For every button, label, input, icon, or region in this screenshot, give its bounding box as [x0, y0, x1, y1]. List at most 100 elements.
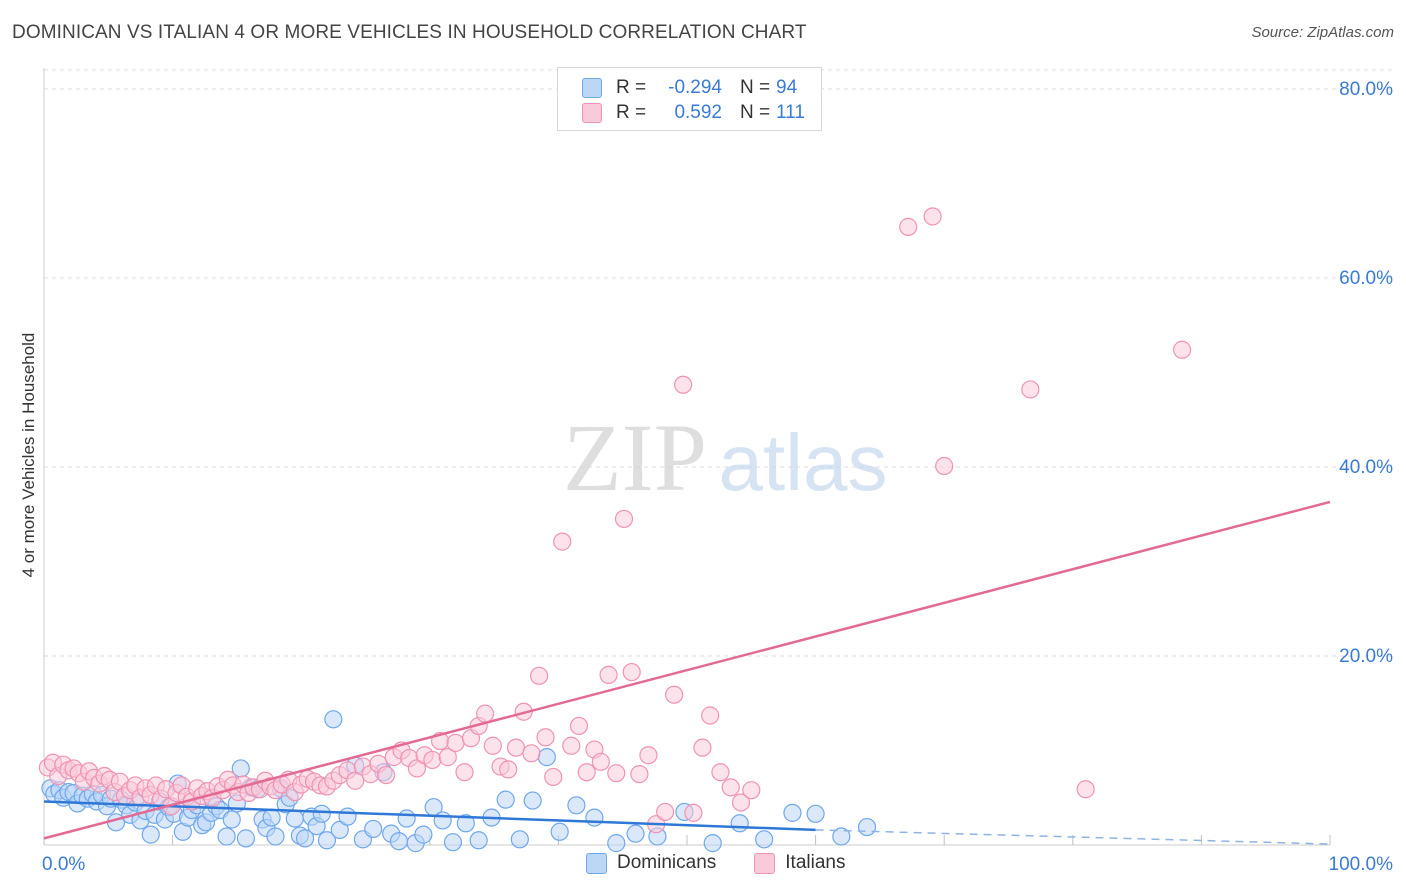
dominican-point-21 [141, 825, 160, 844]
chart-title: DOMINICAN VS ITALIAN 4 OR MORE VEHICLES … [12, 22, 807, 43]
series-legend: Dominicans Italians [586, 852, 883, 874]
italian-point-107 [923, 207, 942, 226]
legend-item-dominicans: Dominicans [586, 852, 716, 874]
italian-point-103 [721, 778, 740, 797]
italian-point-110 [1076, 780, 1095, 799]
dominican-point-83 [607, 834, 626, 853]
legend-row-dominicans: R = -0.294 N = 94 [582, 76, 797, 100]
dominican-point-60 [338, 807, 357, 826]
dominican-point-38 [222, 810, 241, 829]
y-tick-label-1: 40.0% [1339, 457, 1393, 478]
dominican-point-81 [567, 796, 586, 815]
dominican-point-89 [755, 830, 774, 849]
correlation-legend: R = -0.294 N = 94 R = 0.592 N = 111 [557, 67, 822, 131]
dominican-point-57 [317, 831, 337, 850]
italian-point-83 [553, 532, 572, 551]
n-value: 111 [776, 102, 805, 123]
italian-point-96 [656, 802, 675, 822]
dominican-point-69 [414, 825, 433, 844]
italian-point-105 [742, 781, 761, 800]
italian-point-74 [483, 736, 502, 755]
italian-point-111 [1173, 340, 1192, 359]
dominican-point-92 [832, 827, 851, 846]
italian-point-68 [438, 748, 457, 767]
dominican-point-58 [324, 710, 343, 729]
dominican-point-74 [469, 831, 488, 850]
dominicans-swatch [586, 852, 607, 874]
dominican-point-73 [456, 814, 475, 833]
dominican-point-63 [364, 819, 383, 839]
legend-item-italians: Italians [754, 852, 845, 874]
dominican-point-79 [537, 748, 556, 767]
italian-point-80 [530, 666, 549, 685]
italian-point-92 [622, 662, 641, 682]
watermark-atlas: atlas [719, 418, 888, 507]
italian-point-85 [569, 716, 589, 736]
italian-point-73 [475, 704, 495, 723]
grid-lines [44, 69, 1392, 657]
n-label: N = [740, 102, 771, 123]
italian-point-108 [935, 456, 954, 476]
dominican-point-51 [285, 809, 304, 828]
y-tick-label-2: 60.0% [1339, 268, 1393, 289]
dominican-point-82 [585, 808, 604, 827]
dominican-point-87 [703, 834, 722, 853]
dominican-point-76 [496, 790, 515, 809]
dominican-point-91 [806, 804, 825, 823]
dominican-point-47 [266, 827, 285, 846]
italian-point-99 [684, 803, 703, 822]
dominican-point-80 [550, 822, 569, 841]
x-tick-label-max: 100.0% [1329, 854, 1394, 875]
italian-point-93 [630, 765, 649, 784]
watermark-zip: ZIP [563, 404, 707, 511]
italian-point-86 [577, 763, 596, 782]
dominican-point-93 [857, 817, 877, 837]
r-value: -0.294 [668, 77, 722, 98]
dominican-point-56 [312, 804, 331, 823]
italians-swatch [582, 103, 602, 123]
n-label: N = [740, 77, 771, 98]
legend-label: Italians [785, 852, 846, 873]
italian-point-97 [665, 685, 684, 704]
italian-point-89 [599, 665, 618, 684]
italian-point-94 [639, 746, 658, 765]
dominican-point-84 [626, 824, 645, 843]
y-tick-label-3: 80.0% [1339, 79, 1393, 100]
legend-label: Dominicans [617, 852, 717, 873]
italian-point-60 [376, 765, 396, 785]
dominicans-trend-line [43, 800, 816, 832]
y-axis-label: 4 or more Vehicles in Household [19, 333, 38, 578]
italian-point-101 [701, 706, 720, 725]
trend-lines [43, 500, 1331, 845]
italian-point-82 [544, 767, 563, 787]
dominican-point-37 [217, 827, 236, 846]
source-label: Source: ZipAtlas.com [1251, 24, 1394, 41]
italian-point-84 [562, 736, 581, 755]
italian-point-56 [346, 771, 365, 790]
legend-row-italians: R = 0.592 N = 111 [582, 101, 805, 125]
r-label: R = [616, 102, 647, 123]
italian-point-104 [731, 793, 751, 812]
dominican-point-67 [397, 809, 416, 828]
dominican-point-90 [783, 803, 802, 822]
dominican-point-41 [236, 829, 256, 848]
y-tick-label-0: 20.0% [1339, 646, 1393, 667]
dominican-point-77 [510, 830, 529, 849]
italian-point-100 [693, 738, 712, 757]
italian-point-98 [674, 375, 693, 394]
dominican-point-46 [262, 808, 281, 827]
italian-point-70 [455, 763, 474, 782]
italian-point-76 [499, 760, 518, 779]
italians-points [38, 207, 1192, 834]
italian-point-79 [522, 744, 541, 763]
italian-point-109 [1021, 380, 1040, 399]
italians-swatch [754, 852, 776, 874]
n-value: 94 [776, 77, 798, 98]
dominican-point-88 [730, 814, 749, 833]
italian-point-77 [506, 738, 526, 757]
x-tick-label-min: 0.0% [42, 854, 85, 875]
tick-labels: 20.0% 40.0% 60.0% 80.0% 0.0% 100.0% [42, 79, 1393, 875]
dominicans-trend-extension [815, 829, 1331, 845]
italian-point-102 [711, 763, 730, 782]
